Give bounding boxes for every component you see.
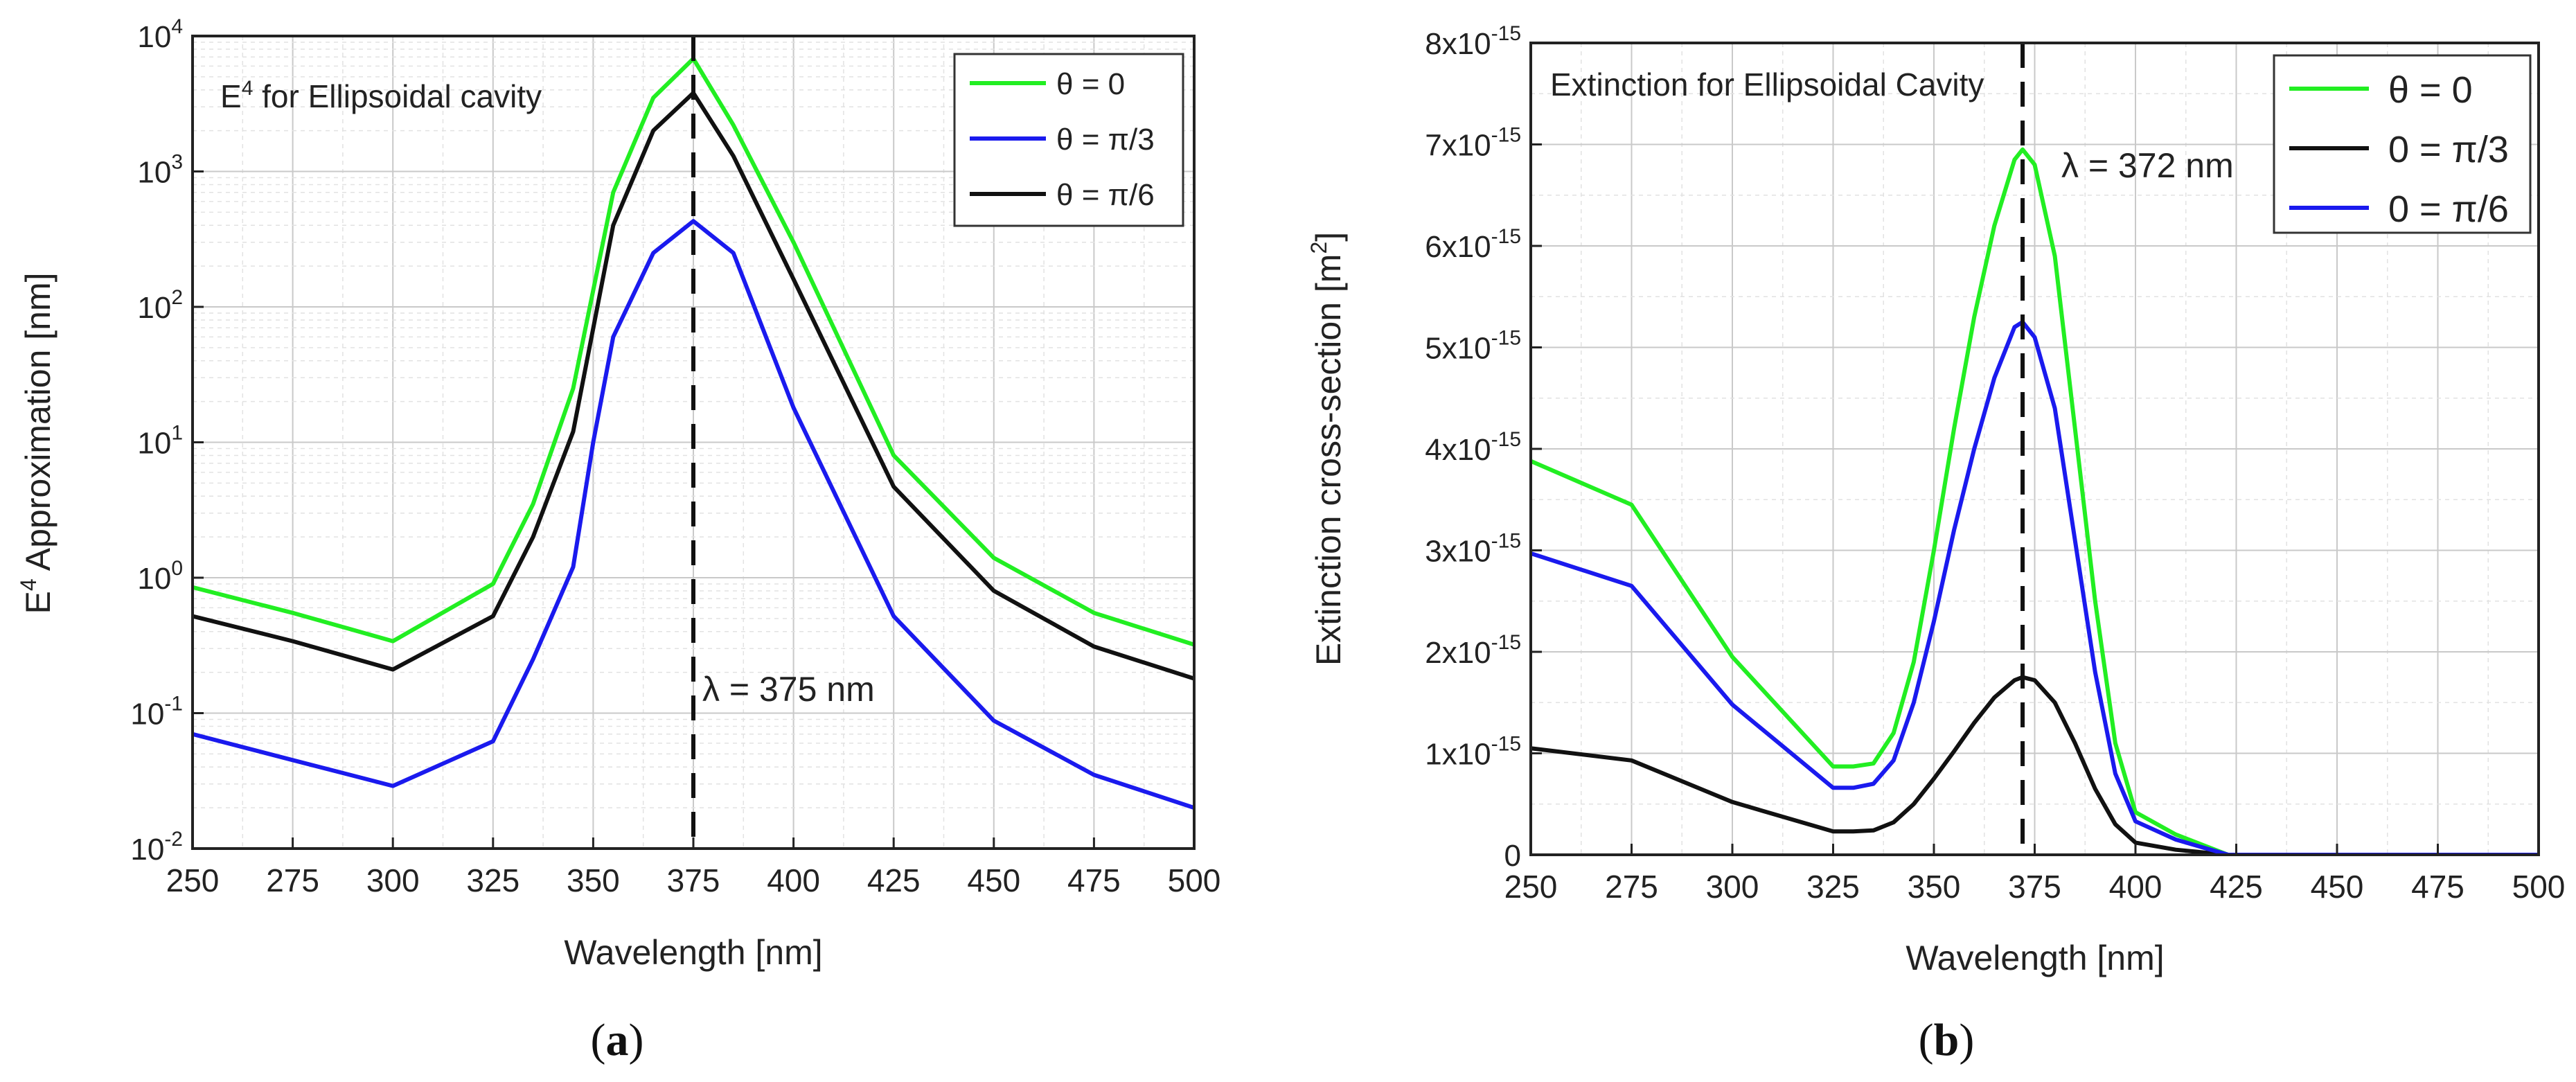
- y-axis-b: 0 1x10-15 2x10-15 3x10-15 4x10-15 5x10-15 6x10…: [1425, 22, 1542, 873]
- x-tick-label-a: 500: [1168, 862, 1221, 898]
- y-tick-label-b: 7x10-15: [1425, 124, 1521, 163]
- x-tick-label-b: 425: [2210, 869, 2263, 905]
- x-tick-label-a: 350: [567, 862, 620, 898]
- y-tick-label-a: 103: [137, 151, 183, 190]
- y-tick-label-b: 1x10-15: [1425, 733, 1521, 772]
- x-tick-label-b: 275: [1605, 869, 1658, 905]
- series-group-b: [1531, 147, 2539, 855]
- y-axis-label-b-sup: 2: [1306, 242, 1331, 254]
- legend-a-label-theta-0: θ = 0: [1056, 67, 1125, 101]
- x-axis-a: 250 275 300 325 350 375 400 425 450 475 500: [166, 837, 1221, 898]
- chart-title-a-prefix: E: [220, 78, 242, 114]
- y-tick-label-b: 4x10-15: [1425, 428, 1521, 467]
- y-tick-label-a: 102: [137, 286, 183, 325]
- y-axis-label-a-sup: 4: [16, 578, 41, 591]
- y-tick-label-a: 101: [137, 422, 183, 461]
- legend-b: θ = 0 0 = π/3 0 = π/6: [2273, 54, 2532, 234]
- x-tick-label-b: 250: [1504, 869, 1558, 905]
- x-tick-label-a: 450: [967, 862, 1020, 898]
- x-tick-label-a: 250: [166, 862, 220, 898]
- y-tick-label-a: 10-2: [130, 828, 183, 867]
- x-tick-label-b: 475: [2411, 869, 2464, 905]
- y-axis-label-b-prefix: Extinction cross-section [m: [1309, 254, 1348, 666]
- annotation-a: λ = 375 nm: [702, 670, 875, 709]
- y-axis-label-b-suffix: ]: [1309, 232, 1348, 242]
- legend-a: θ = 0 θ = π/3 θ = π/6: [953, 53, 1184, 227]
- x-tick-label-a: 425: [867, 862, 921, 898]
- legend-b-label-theta-0: θ = 0: [2388, 69, 2473, 111]
- x-axis-b: 250 275 300 325 350 375 400 425 450 475 500: [1504, 844, 2566, 905]
- legend-b-label-pi6: 0 = π/6: [2388, 188, 2509, 230]
- x-tick-label-b: 325: [1806, 869, 1860, 905]
- series-line-b-0: [1531, 147, 2539, 855]
- x-tick-label-b: 375: [2008, 869, 2061, 905]
- y-axis-label-a-prefix: E: [19, 591, 57, 614]
- x-tick-label-b: 450: [2311, 869, 2364, 905]
- y-tick-label-b: 5x10-15: [1425, 327, 1521, 366]
- x-tick-label-b: 350: [1908, 869, 1961, 905]
- series-group-a: [193, 56, 1194, 810]
- panel-caption-b: (b): [1919, 1015, 1975, 1065]
- x-tick-label-a: 375: [667, 862, 720, 898]
- series-line-b-0-6: [1531, 319, 2539, 855]
- chart-title-b: Extinction for Ellipsoidal Cavity: [1550, 66, 1984, 103]
- y-tick-label-b: 0: [1504, 839, 1521, 873]
- chart-title-a: E4 for Ellipsoidal cavity: [220, 77, 542, 114]
- y-axis-a: 10-2 10-1 100 101 102 103 104: [130, 15, 204, 867]
- panel-caption-a-open: (: [591, 1015, 606, 1065]
- chart-panel-b: 250 275 300 325 350 375 400 425 450 475 500 0 1x10-…: [1306, 22, 2565, 1065]
- y-tick-label-a: 104: [137, 15, 183, 54]
- y-axis-label-b: Extinction cross-section [m2]: [1306, 232, 1348, 666]
- y-tick-label-a: 10-1: [130, 693, 183, 731]
- y-tick-label-b: 8x10-15: [1425, 22, 1521, 61]
- y-tick-label-b: 6x10-15: [1425, 225, 1521, 264]
- series-line-a-3: [193, 219, 1194, 810]
- y-axis-label-a-suffix: Approximation [nm]: [19, 272, 57, 578]
- x-axis-label-a: Wavelength [nm]: [564, 933, 822, 972]
- x-tick-label-b: 300: [1706, 869, 1759, 905]
- chart-title-a-sup: 4: [242, 77, 254, 100]
- x-tick-label-a: 275: [266, 862, 319, 898]
- x-tick-label-a: 300: [366, 862, 420, 898]
- series-line-b-0-3: [1531, 675, 2539, 855]
- legend-a-label-theta-pi3: θ = π/3: [1056, 123, 1155, 157]
- series-line-a-6: [193, 91, 1194, 681]
- x-tick-label-b: 400: [2109, 869, 2162, 905]
- y-tick-label-b: 2x10-15: [1425, 631, 1521, 670]
- x-tick-label-b: 500: [2512, 869, 2566, 905]
- annotation-b: λ = 372 nm: [2061, 146, 2234, 185]
- chart-title-a-suffix: for Ellipsoidal cavity: [253, 78, 542, 114]
- x-tick-label-a: 400: [767, 862, 820, 898]
- legend-a-label-theta-pi6: θ = π/6: [1056, 178, 1155, 212]
- panel-caption-a: (a): [591, 1015, 644, 1065]
- y-tick-label-b: 3x10-15: [1425, 530, 1521, 569]
- panel-caption-a-letter: a: [606, 1015, 629, 1065]
- x-tick-label-a: 475: [1067, 862, 1121, 898]
- x-tick-label-a: 325: [466, 862, 519, 898]
- y-tick-label-a: 100: [137, 557, 183, 596]
- x-axis-label-b: Wavelength [nm]: [1906, 939, 2164, 977]
- y-axis-label-a: E4 Approximation [nm]: [16, 272, 57, 614]
- panel-caption-a-close: ): [629, 1015, 644, 1065]
- legend-b-label-pi3: 0 = π/3: [2388, 129, 2509, 170]
- series-line-a-0: [193, 56, 1194, 647]
- panel-caption-b-open: (: [1919, 1015, 1934, 1065]
- chart-panel-a: 250 275 300 325 350 375 400 425 450 475 500 10-210…: [16, 15, 1220, 1065]
- panel-caption-b-letter: b: [1934, 1015, 1960, 1065]
- panel-caption-b-close: ): [1959, 1015, 1974, 1065]
